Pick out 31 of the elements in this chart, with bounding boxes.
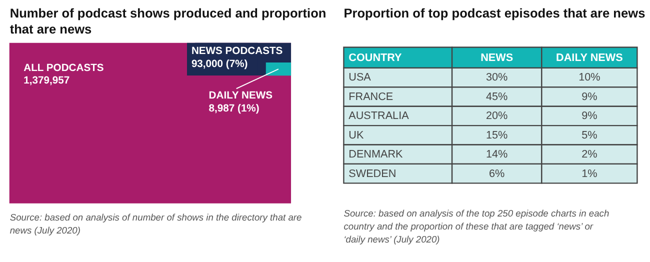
category-label: DENMARK <box>348 148 404 161</box>
data-label: 20% <box>486 110 508 122</box>
data-label: 10% <box>578 72 601 84</box>
category-label: NEWS PODCASTS <box>191 46 283 58</box>
series-label: DAILY NEWS <box>556 52 623 64</box>
data-label: 1% <box>582 168 598 180</box>
data-label: 9% <box>582 90 598 103</box>
category-label: AUSTRALIA <box>348 110 410 122</box>
category-label: FRANCE <box>348 90 394 103</box>
data-label: 45% <box>486 90 508 103</box>
series-label: NEWS <box>480 52 514 64</box>
data-label: 15% <box>486 129 508 142</box>
category-label: SWEDEN <box>348 168 396 180</box>
category-label: USA <box>348 72 372 84</box>
text: Number of podcast shows produced and proportion that are news <box>10 6 326 36</box>
data-label: 2% <box>582 148 598 161</box>
source-note: Source: based on analysis of the top 250 episode charts in each country and the proportion of these that are tagged ‘news’ or ‘daily news’ (July 2020) <box>344 208 610 244</box>
text: Proportion of top podcast episodes that are news <box>344 6 646 21</box>
data-label: 6% <box>489 168 506 180</box>
data-label: 5% <box>582 129 598 142</box>
category-label: DAILY NEWS <box>208 90 273 102</box>
data-label: 9% <box>582 110 598 122</box>
data-label: 8,987 (1%) <box>208 103 260 114</box>
category-label: UK <box>348 129 364 142</box>
text: COUNTRY <box>348 52 403 64</box>
data-label: 1,379,957 <box>24 76 70 87</box>
data-label: 30% <box>486 72 508 84</box>
category-label: ALL PODCASTS <box>24 62 104 74</box>
source-note: Source: based on analysis of number of shows in the directory that are news (July 2020) <box>10 212 302 236</box>
data-label: 93,000 (7%) <box>191 58 248 70</box>
data-label: 14% <box>486 148 508 161</box>
